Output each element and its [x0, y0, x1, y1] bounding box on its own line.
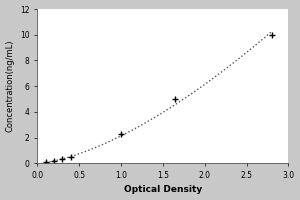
X-axis label: Optical Density: Optical Density — [124, 185, 202, 194]
Y-axis label: Concentration(ng/mL): Concentration(ng/mL) — [6, 40, 15, 132]
